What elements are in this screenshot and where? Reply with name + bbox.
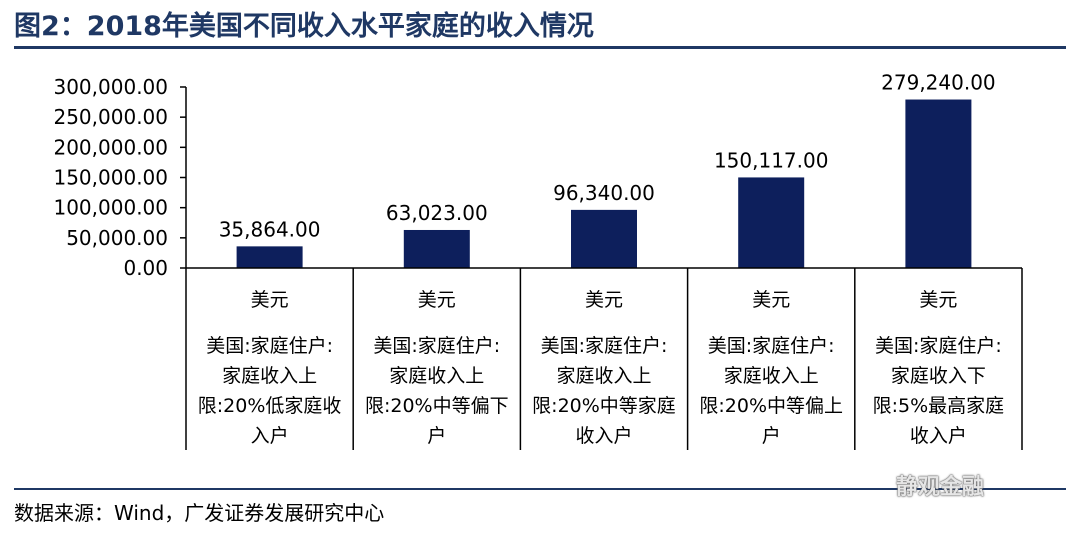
- category-unit-label: 美元: [752, 289, 790, 311]
- category-label-line: 限:20%中等偏下: [365, 395, 509, 417]
- category-label-line: 美国:家庭住户:: [541, 335, 668, 357]
- source-note: 数据来源：Wind，广发证券发展研究中心: [14, 501, 385, 525]
- category-label-line: 收入户: [910, 425, 967, 447]
- category-label-line: 美国:家庭住户:: [373, 335, 500, 357]
- bar-value-label: 150,117.00: [714, 148, 829, 172]
- category-unit-label: 美元: [418, 289, 456, 311]
- title-rule: [14, 46, 1066, 49]
- category-label-line: 家庭收入上: [724, 365, 819, 387]
- y-tick-label: 0.00: [123, 256, 168, 280]
- bar: [571, 209, 637, 268]
- y-tick-label: 200,000.00: [53, 135, 168, 159]
- category-label-line: 限:20%中等偏上: [699, 395, 843, 417]
- value-labels: 35,864.00 63,023.00 96,340.00 150,117.00 279…: [219, 71, 996, 242]
- category-label-line: 家庭收入上: [222, 365, 317, 387]
- category-label-line: 限:5%最高家庭: [873, 395, 1005, 417]
- y-tick-label: 150,000.00: [53, 166, 168, 190]
- bar-value-label: 35,864.00: [219, 217, 321, 241]
- category-unit-label: 美元: [585, 289, 623, 311]
- bar-value-label: 96,340.00: [553, 181, 655, 205]
- bar: [403, 229, 470, 268]
- bar-value-label: 63,023.00: [386, 201, 488, 225]
- category-label-line: 家庭收入上: [556, 365, 651, 387]
- category-label-line: 家庭收入下: [891, 365, 986, 387]
- bar: [738, 177, 805, 268]
- category-label-line: 限:20%低家庭收: [198, 395, 342, 417]
- watermark: 静观金融: [896, 475, 985, 500]
- category-label-line: 美国:家庭住户:: [206, 335, 333, 357]
- bar: [905, 99, 972, 268]
- category-unit-label: 美元: [251, 289, 289, 311]
- y-tick-label: 50,000.00: [66, 226, 168, 250]
- bars: [236, 99, 972, 268]
- bar-chart: 0.00 50,000.00 100,000.00 150,000.00 200,000…: [53, 71, 1023, 450]
- category-label-line: 收入户: [575, 425, 632, 447]
- category-label-line: 户: [762, 425, 781, 447]
- category-label-line: 家庭收入上: [389, 365, 484, 387]
- y-tick-label: 250,000.00: [53, 105, 168, 129]
- category-unit-label: 美元: [919, 289, 957, 311]
- y-tick-label: 300,000.00: [53, 75, 168, 99]
- y-axis: 0.00 50,000.00 100,000.00 150,000.00 200,000…: [53, 75, 187, 280]
- category-label-line: 美国:家庭住户:: [708, 335, 835, 357]
- bar: [236, 246, 303, 268]
- category-label-line: 入户: [251, 425, 289, 447]
- source-rule: [14, 488, 1066, 490]
- figure-title: 图2：2018年美国不同收入水平家庭的收入情况: [14, 11, 594, 42]
- category-label-line: 户: [427, 425, 446, 447]
- category-label-line: 美国:家庭住户:: [875, 335, 1002, 357]
- category-label-line: 限:20%中等家庭: [532, 395, 676, 417]
- y-tick-label: 100,000.00: [53, 196, 168, 220]
- bar-value-label: 279,240.00: [881, 71, 996, 95]
